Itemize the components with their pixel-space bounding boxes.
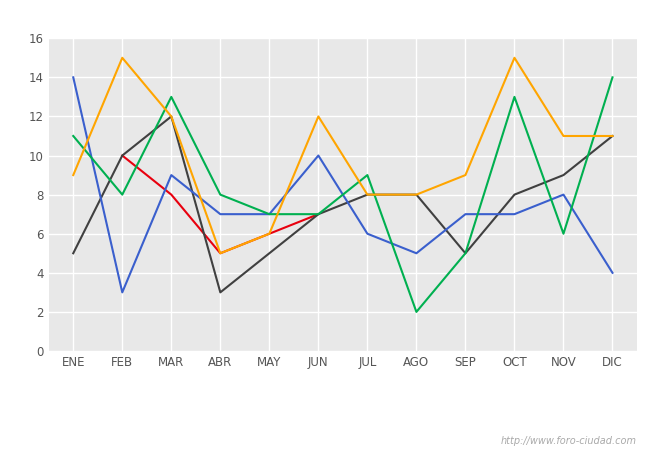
Text: http://www.foro-ciudad.com: http://www.foro-ciudad.com — [501, 436, 637, 446]
Text: Matriculaciones de Vehículos en Tremp: Matriculaciones de Vehículos en Tremp — [164, 8, 486, 26]
